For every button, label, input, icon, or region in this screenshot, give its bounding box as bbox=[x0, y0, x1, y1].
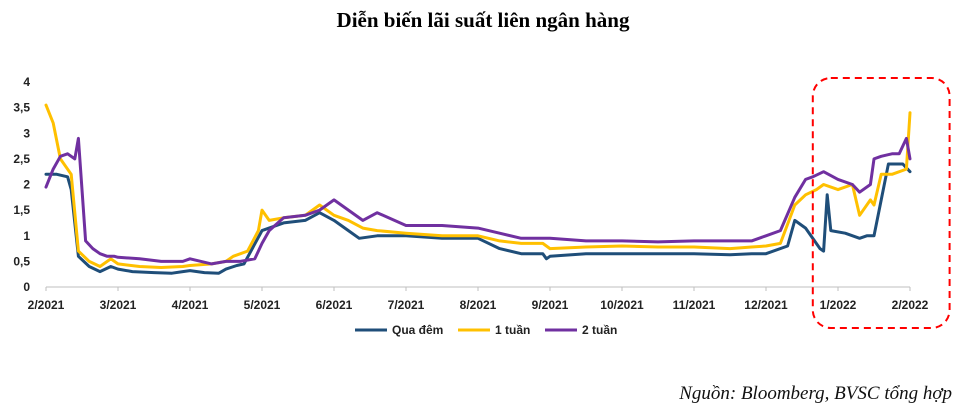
y-tick-label: 0,5 bbox=[13, 254, 30, 268]
x-tick-label: 5/2021 bbox=[244, 298, 281, 312]
x-axis: 2/2021 3/2021 4/2021 5/2021 6/2021 7/2021 8/20… bbox=[28, 286, 929, 312]
series-line-1-tuan bbox=[44, 103, 912, 269]
y-tick-label: 3,5 bbox=[13, 101, 30, 115]
y-tick-label: 0 bbox=[23, 280, 30, 294]
x-tick-label: 9/2021 bbox=[532, 298, 569, 312]
y-tick-label: 4 bbox=[23, 75, 30, 89]
x-tick-label: 11/2021 bbox=[673, 298, 716, 312]
x-tick-label: 12/2021 bbox=[744, 298, 788, 312]
y-axis: 0 0,5 1 1,5 2 2,5 3 3,5 4 bbox=[13, 75, 30, 294]
y-tick-label: 1,5 bbox=[13, 203, 30, 217]
legend-label: Qua đêm bbox=[392, 323, 443, 337]
y-tick-label: 2 bbox=[23, 178, 30, 192]
highlight-region bbox=[811, 77, 951, 329]
x-tick-label: 10/2021 bbox=[600, 298, 644, 312]
y-tick-label: 2,5 bbox=[13, 152, 30, 166]
x-tick-label: 3/2021 bbox=[100, 298, 137, 312]
series-lines bbox=[44, 103, 912, 275]
y-tick-label: 3 bbox=[23, 126, 30, 140]
series-line-2-tuan bbox=[44, 136, 912, 266]
x-tick-label: 6/2021 bbox=[316, 298, 353, 312]
series-line-qua-dem bbox=[44, 162, 912, 275]
x-tick-label: 1/2022 bbox=[820, 298, 857, 312]
x-tick-label: 2/2022 bbox=[892, 298, 929, 312]
legend: Qua đêm 1 tuần 2 tuần bbox=[355, 323, 617, 337]
x-tick-label: 2/2021 bbox=[28, 298, 65, 312]
x-tick-label: 8/2021 bbox=[460, 298, 497, 312]
chart-title: Diễn biến lãi suất liên ngân hàng bbox=[336, 8, 630, 32]
legend-label: 2 tuần bbox=[582, 323, 617, 337]
source-note: Nguồn: Bloomberg, BVSC tổng hợp bbox=[679, 383, 952, 404]
highlight-box bbox=[811, 77, 951, 329]
x-tick-label: 4/2021 bbox=[172, 298, 209, 312]
y-tick-label: 1 bbox=[23, 229, 30, 243]
x-tick-label: 7/2021 bbox=[388, 298, 425, 312]
legend-label: 1 tuần bbox=[495, 323, 530, 337]
